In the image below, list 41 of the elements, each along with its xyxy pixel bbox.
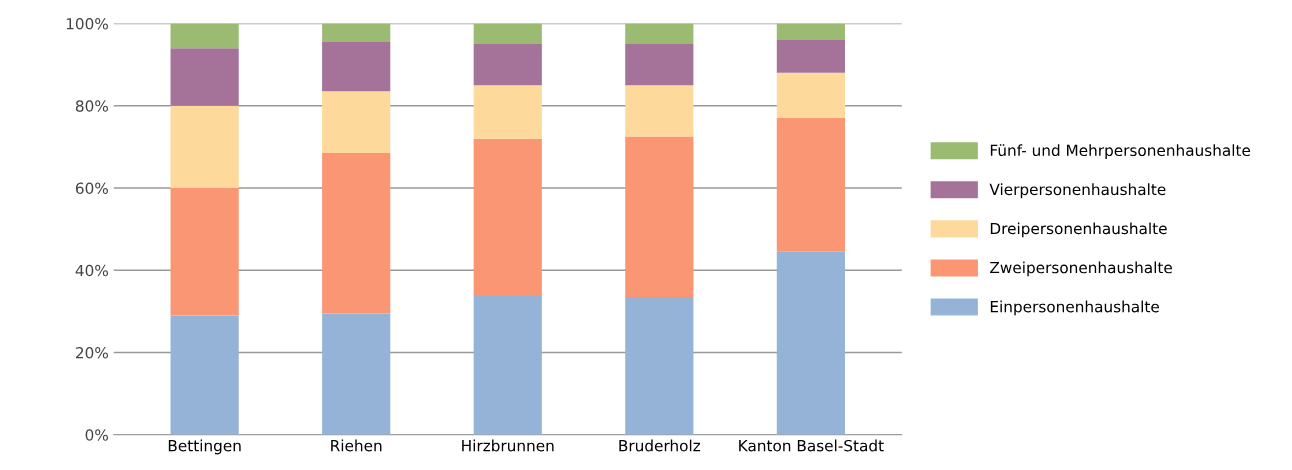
bar xyxy=(473,23,542,45)
bar xyxy=(625,44,694,86)
legend-label: Dreipersonenhaushalte xyxy=(990,222,1167,238)
bar xyxy=(473,138,542,295)
bar xyxy=(322,153,391,314)
bar xyxy=(625,136,694,297)
legend-label: Fünf- und Mehrpersonenhaushalte xyxy=(990,144,1251,160)
bar xyxy=(322,23,391,43)
legend-label: Einpersonenhaushalte xyxy=(990,300,1159,316)
x-tick-label: Hirzbrunnen xyxy=(462,439,554,452)
y-tick-label: 80% xyxy=(75,100,108,112)
bar xyxy=(170,23,239,49)
y-tick-label: 20% xyxy=(76,346,108,359)
bar xyxy=(170,105,239,188)
y-tick-label: 0% xyxy=(85,429,108,441)
legend-label: Zweipersonenhaushalte xyxy=(990,261,1172,277)
y-tick-label: 100% xyxy=(66,17,108,30)
x-tick-label: Bruderholz xyxy=(619,439,701,452)
legend-label: Vierpersonenhaushalte xyxy=(989,183,1166,199)
bar xyxy=(473,85,542,139)
y-tick-label: 60% xyxy=(75,182,108,195)
bar xyxy=(625,296,694,435)
bar xyxy=(473,294,542,435)
x-tick-label: Bettingen xyxy=(168,439,241,455)
bar xyxy=(322,313,391,435)
bar xyxy=(473,44,542,86)
bar xyxy=(322,91,391,154)
y-tick-label: 40% xyxy=(75,264,108,277)
x-tick-label: Kanton Basel-Stadt xyxy=(739,439,884,452)
bar xyxy=(170,315,239,435)
bar xyxy=(776,23,845,40)
x-tick-label: Riehen xyxy=(331,439,382,452)
bar xyxy=(776,72,845,119)
bar xyxy=(170,188,239,316)
bar xyxy=(625,85,694,137)
bar xyxy=(776,251,845,435)
bar xyxy=(776,118,845,252)
bar xyxy=(625,23,694,45)
bar xyxy=(170,48,239,106)
bar xyxy=(322,42,391,92)
bar xyxy=(776,39,845,73)
